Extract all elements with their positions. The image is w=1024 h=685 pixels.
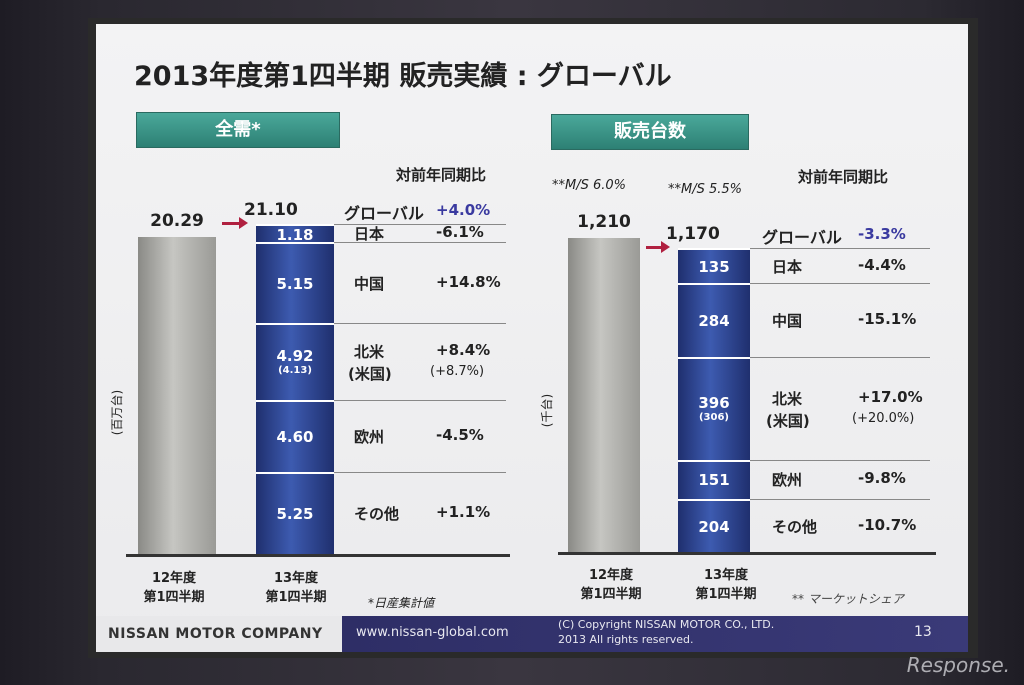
right-segment-3: 151 xyxy=(678,459,750,500)
right-unit-label: (千台) xyxy=(540,393,555,428)
right-ms-prev: **M/S 6.0% xyxy=(552,178,627,193)
right-segment-4: 204 xyxy=(678,499,750,552)
left-region-2: 北米 xyxy=(354,343,385,362)
left-region-4: その他 xyxy=(354,504,400,523)
left-header: 全需* xyxy=(136,112,340,148)
footer-bar: www.nissan-global.com (C) Copyright NISS… xyxy=(342,616,968,652)
right-curr-label-2: 第1四半期 xyxy=(695,587,757,602)
left-region-sub-2: (米国) xyxy=(348,365,392,384)
left-curr-label-2: 第1四半期 xyxy=(265,590,327,605)
right-region-1: 中国 xyxy=(772,312,803,331)
right-change-3: -9.8% xyxy=(858,469,906,488)
left-segment-4: 5.25 xyxy=(256,471,334,554)
left-footnote: *日産集計値 xyxy=(368,596,435,610)
left-segment-3: 4.60 xyxy=(256,399,334,472)
right-region-sub-2: (米国) xyxy=(766,412,810,431)
slide-title: 2013年度第1四半期 販売実績 : グローバル xyxy=(134,61,672,92)
right-footnote: ** マーケットシェア xyxy=(792,592,904,606)
right-prev-label-1: 12年度 xyxy=(588,568,634,583)
right-segment-value-1: 284 xyxy=(698,312,730,331)
right-segment-value-4: 204 xyxy=(698,517,730,536)
right-global-label: グローバル xyxy=(762,228,842,248)
left-compare-label: 対前年同期比 xyxy=(396,166,487,184)
left-divider-2 xyxy=(334,323,506,324)
watermark-logo: Response. xyxy=(906,653,1010,677)
left-unit-label: (百万台) xyxy=(110,389,125,436)
right-region-0: 日本 xyxy=(772,257,803,276)
left-divider-1 xyxy=(334,242,506,244)
right-segment-2: 396 (306) xyxy=(678,357,750,460)
left-change-3: -4.5% xyxy=(436,425,484,444)
right-ms-curr: **M/S 5.5% xyxy=(668,182,743,197)
left-change-4: +1.1% xyxy=(436,502,491,521)
right-curr-label-1: 13年度 xyxy=(703,568,749,583)
left-change-sub-2: (+8.7%) xyxy=(430,364,485,380)
right-segment-value-0: 135 xyxy=(698,257,730,276)
right-divider-1 xyxy=(750,283,930,285)
right-compare-label: 対前年同期比 xyxy=(798,168,889,186)
right-bar-prev xyxy=(568,238,640,552)
right-segment-0: 135 xyxy=(678,248,750,284)
left-curr-label-1: 13年度 xyxy=(273,571,319,586)
right-segment-subvalue-2: (306) xyxy=(698,412,729,424)
left-segment-value-2: 4.92 xyxy=(276,347,314,366)
left-arrow xyxy=(222,217,248,229)
left-segment-value-4: 5.25 xyxy=(276,504,314,523)
right-total-prev: 1,210 xyxy=(577,212,631,232)
left-segment-value-1: 5.15 xyxy=(276,274,314,293)
left-prev-label-2: 第1四半期 xyxy=(143,590,205,605)
left-segment-2: 4.92 (4.13) xyxy=(256,323,334,400)
left-region-3: 欧州 xyxy=(354,427,385,446)
right-change-2: +17.0% xyxy=(858,388,923,407)
slide: 2013年度第1四半期 販売実績 : グローバル 全需* 対前年同期比 (百万台… xyxy=(96,24,968,652)
right-total-curr: 1,170 xyxy=(666,224,720,245)
right-divider-4 xyxy=(750,499,930,501)
right-region-4: その他 xyxy=(772,517,818,536)
right-prev-label-2: 第1四半期 xyxy=(580,587,642,602)
footer-url: www.nissan-global.com xyxy=(356,625,509,640)
right-arrow xyxy=(646,241,670,254)
right-header: 販売台数 xyxy=(551,114,749,150)
left-segment-1: 5.15 xyxy=(256,242,334,323)
right-change-4: -10.7% xyxy=(858,515,917,534)
left-prev-label-1: 12年度 xyxy=(151,571,197,586)
right-change-sub-2: (+20.0%) xyxy=(852,411,915,427)
left-segment-0: 1.18 xyxy=(256,224,334,244)
footer-page-number: 13 xyxy=(914,624,932,640)
left-segment-value-0: 1.18 xyxy=(276,226,314,244)
left-global-change: +4.0% xyxy=(436,201,491,219)
left-region-0: 日本 xyxy=(354,225,385,244)
left-change-2: +8.4% xyxy=(436,341,491,360)
left-segment-value-3: 4.60 xyxy=(276,427,314,446)
left-baseline xyxy=(126,554,510,557)
right-region-2: 北米 xyxy=(772,390,803,409)
footer-copyright-1: (C) Copyright NISSAN MOTOR CO., LTD. xyxy=(558,618,775,631)
left-total-prev: 20.29 xyxy=(150,210,204,231)
slide-footer: NISSAN MOTOR COMPANY www.nissan-global.c… xyxy=(96,616,968,652)
right-segment-1: 284 xyxy=(678,283,750,358)
left-bar-prev xyxy=(138,236,216,554)
right-change-0: -4.4% xyxy=(858,255,906,274)
right-global-change: -3.3% xyxy=(858,225,906,244)
right-segment-value-2: 396 xyxy=(698,394,730,413)
right-divider-3 xyxy=(750,459,930,461)
right-divider-2 xyxy=(750,357,930,359)
left-divider-top xyxy=(334,224,506,225)
left-segment-subvalue-2: (4.13) xyxy=(278,365,312,377)
right-segment-value-3: 151 xyxy=(698,471,730,490)
footer-company: NISSAN MOTOR COMPANY xyxy=(96,616,342,652)
right-divider-top xyxy=(750,248,930,250)
left-divider-4 xyxy=(334,471,506,473)
left-region-1: 中国 xyxy=(354,274,385,293)
right-baseline xyxy=(558,552,936,555)
left-change-0: -6.1% xyxy=(436,223,484,242)
right-region-3: 欧州 xyxy=(772,471,803,490)
left-divider-3 xyxy=(334,399,506,401)
left-global-label: グローバル xyxy=(344,204,424,223)
footer-copyright-2: 2013 All rights reserved. xyxy=(558,633,694,646)
left-change-1: +14.8% xyxy=(436,272,501,291)
left-total-curr: 21.10 xyxy=(244,200,298,220)
right-change-1: -15.1% xyxy=(858,310,917,329)
